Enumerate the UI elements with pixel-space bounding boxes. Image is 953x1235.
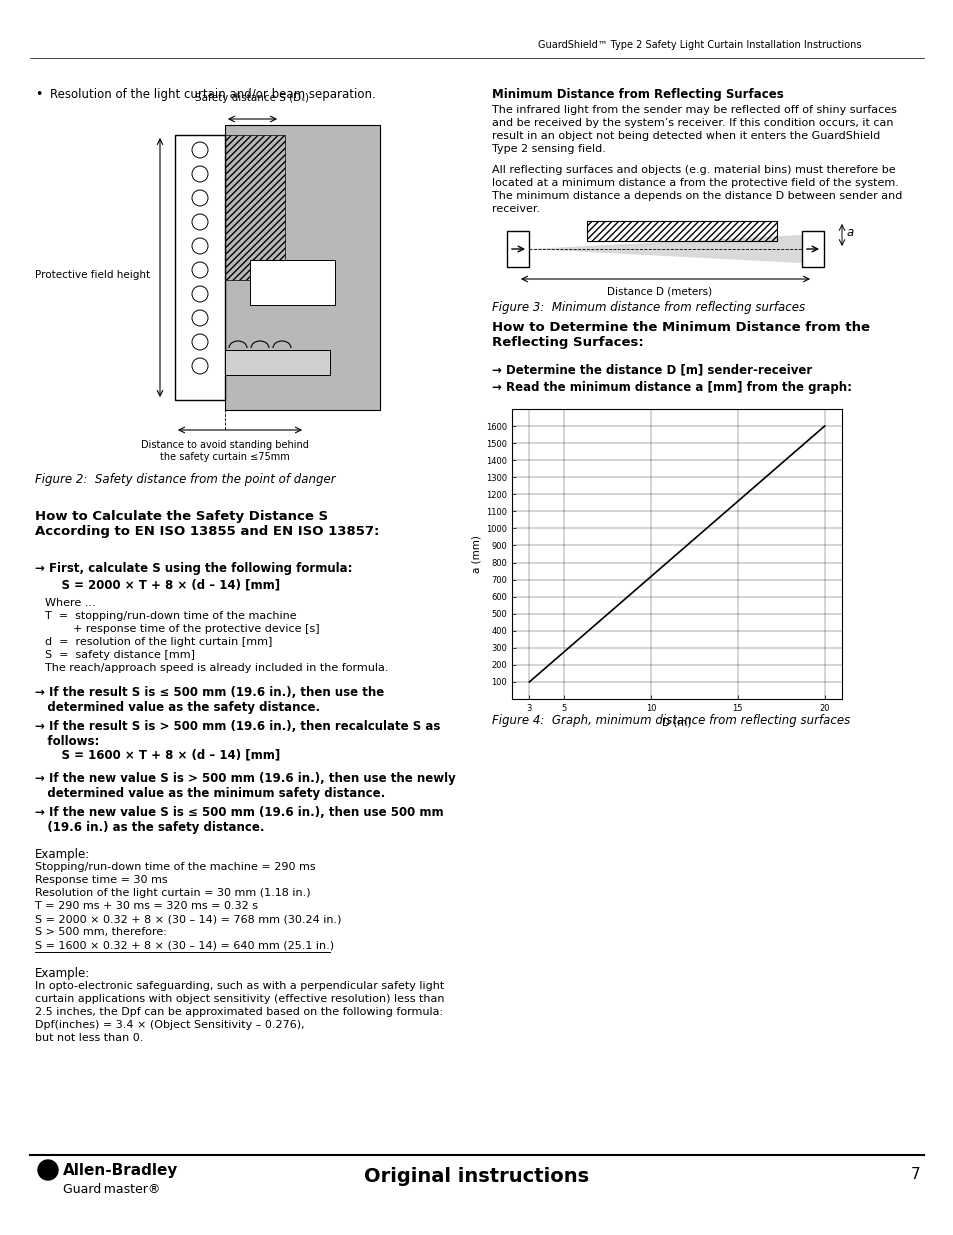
Text: The infrared light from the sender may be reflected off of shiny surfaces: The infrared light from the sender may b… bbox=[492, 105, 896, 115]
Text: curtain applications with object sensitivity (effective resolution) less than: curtain applications with object sensiti… bbox=[35, 994, 444, 1004]
Text: located at a minimum distance a from the protective field of the system.: located at a minimum distance a from the… bbox=[492, 178, 898, 188]
Text: In opto-electronic safeguarding, such as with a perpendicular safety light: In opto-electronic safeguarding, such as… bbox=[35, 981, 444, 990]
Circle shape bbox=[192, 165, 208, 182]
Polygon shape bbox=[250, 261, 335, 305]
Text: → Determine the distance D [m] sender-receiver: → Determine the distance D [m] sender-re… bbox=[492, 363, 811, 375]
Text: All reflecting surfaces and objects (e.g. material bins) must therefore be: All reflecting surfaces and objects (e.g… bbox=[492, 165, 895, 175]
Text: Distance to avoid standing behind
the safety curtain ≤75mm: Distance to avoid standing behind the sa… bbox=[141, 440, 309, 462]
Text: result in an object not being detected when it enters the GuardShield: result in an object not being detected w… bbox=[492, 131, 880, 141]
Text: Type 2 sensing field.: Type 2 sensing field. bbox=[492, 144, 605, 154]
Text: •: • bbox=[35, 88, 42, 101]
Circle shape bbox=[192, 358, 208, 374]
Circle shape bbox=[192, 262, 208, 278]
Text: Response time = 30 ms: Response time = 30 ms bbox=[35, 876, 168, 885]
Text: → If the new value S is ≤ 500 mm (19.6 in.), then use 500 mm
   (19.6 in.) as th: → If the new value S is ≤ 500 mm (19.6 i… bbox=[35, 806, 443, 834]
Text: How to Determine the Minimum Distance from the
Reflecting Surfaces:: How to Determine the Minimum Distance fr… bbox=[492, 321, 869, 350]
Text: AB: AB bbox=[42, 1161, 53, 1171]
Text: → Read the minimum distance a [mm] from the graph:: → Read the minimum distance a [mm] from … bbox=[492, 382, 851, 394]
Text: Where ...: Where ... bbox=[45, 598, 95, 608]
Text: S = 1600 × 0.32 + 8 × (30 – 14) = 640 mm (25.1 in.): S = 1600 × 0.32 + 8 × (30 – 14) = 640 mm… bbox=[35, 940, 334, 950]
Text: GuardShield™ Type 2 Safety Light Curtain Installation Instructions: GuardShield™ Type 2 Safety Light Curtain… bbox=[537, 40, 861, 49]
Polygon shape bbox=[225, 350, 330, 375]
Text: Stopping/run-down time of the machine = 290 ms: Stopping/run-down time of the machine = … bbox=[35, 862, 315, 872]
Text: Resolution of the light curtain and/or beam separation.: Resolution of the light curtain and/or b… bbox=[50, 88, 375, 101]
Text: Original instructions: Original instructions bbox=[364, 1167, 589, 1186]
Text: d  =  resolution of the light curtain [mm]: d = resolution of the light curtain [mm] bbox=[45, 637, 273, 647]
Text: Minimum Distance from Reflecting Surfaces: Minimum Distance from Reflecting Surface… bbox=[492, 88, 783, 101]
Y-axis label: a (mm): a (mm) bbox=[472, 535, 481, 573]
Circle shape bbox=[192, 333, 208, 350]
Circle shape bbox=[38, 1160, 58, 1179]
Text: Guard master®: Guard master® bbox=[63, 1183, 160, 1195]
Text: Protective field height: Protective field height bbox=[35, 270, 150, 280]
Text: S  =  safety distance [mm]: S = safety distance [mm] bbox=[45, 650, 194, 659]
Text: Resolution of the light curtain = 30 mm (1.18 in.): Resolution of the light curtain = 30 mm … bbox=[35, 888, 311, 898]
Text: → If the result S is > 500 mm (19.6 in.), then recalculate S as
   follows:: → If the result S is > 500 mm (19.6 in.)… bbox=[35, 720, 440, 748]
Polygon shape bbox=[529, 235, 801, 263]
Text: Allen-Bradley: Allen-Bradley bbox=[63, 1163, 178, 1178]
Text: T  =  stopping/run-down time of the machine: T = stopping/run-down time of the machin… bbox=[45, 611, 296, 621]
Polygon shape bbox=[801, 231, 823, 267]
Text: but not less than 0.: but not less than 0. bbox=[35, 1032, 143, 1044]
Text: 7: 7 bbox=[909, 1167, 919, 1182]
Text: Distance D (meters): Distance D (meters) bbox=[607, 287, 712, 296]
Text: Example:: Example: bbox=[35, 848, 91, 861]
Text: → First, calculate S using the following formula:: → First, calculate S using the following… bbox=[35, 562, 352, 576]
Text: → If the new value S is > 500 mm (19.6 in.), then use the newly
   determined va: → If the new value S is > 500 mm (19.6 i… bbox=[35, 772, 456, 800]
Text: + response time of the protective device [s]: + response time of the protective device… bbox=[45, 624, 319, 634]
Circle shape bbox=[192, 238, 208, 254]
Circle shape bbox=[192, 142, 208, 158]
Text: S = 2000 × T + 8 × (d – 14) [mm]: S = 2000 × T + 8 × (d – 14) [mm] bbox=[45, 578, 280, 592]
Text: → If the result S is ≤ 500 mm (19.6 in.), then use the
   determined value as th: → If the result S is ≤ 500 mm (19.6 in.)… bbox=[35, 685, 384, 714]
Text: Figure 3:  Minimum distance from reflecting surfaces: Figure 3: Minimum distance from reflecti… bbox=[492, 301, 804, 314]
Circle shape bbox=[192, 310, 208, 326]
Circle shape bbox=[192, 214, 208, 230]
Text: The minimum distance a depends on the distance D between sender and: The minimum distance a depends on the di… bbox=[492, 191, 902, 201]
Text: How to Calculate the Safety Distance S
According to EN ISO 13855 and EN ISO 1385: How to Calculate the Safety Distance S A… bbox=[35, 510, 379, 538]
Text: Dpf(inches) = 3.4 × (Object Sensitivity – 0.276),: Dpf(inches) = 3.4 × (Object Sensitivity … bbox=[35, 1020, 304, 1030]
Text: S > 500 mm, therefore:: S > 500 mm, therefore: bbox=[35, 927, 167, 937]
Polygon shape bbox=[174, 135, 225, 400]
Circle shape bbox=[192, 190, 208, 206]
Text: Safety distance S (Dₛ): Safety distance S (Dₛ) bbox=[194, 93, 309, 103]
Text: a: a bbox=[846, 226, 853, 240]
Text: receiver.: receiver. bbox=[492, 204, 539, 214]
Text: S = 1600 × T + 8 × (d – 14) [mm]: S = 1600 × T + 8 × (d – 14) [mm] bbox=[45, 748, 280, 761]
Text: T = 290 ms + 30 ms = 320 ms = 0.32 s: T = 290 ms + 30 ms = 320 ms = 0.32 s bbox=[35, 902, 257, 911]
Polygon shape bbox=[225, 125, 379, 410]
Polygon shape bbox=[506, 231, 529, 267]
X-axis label: D (m): D (m) bbox=[661, 718, 691, 727]
Text: Figure 4:  Graph, minimum distance from reflecting surfaces: Figure 4: Graph, minimum distance from r… bbox=[492, 714, 849, 727]
Text: S = 2000 × 0.32 + 8 × (30 – 14) = 768 mm (30.24 in.): S = 2000 × 0.32 + 8 × (30 – 14) = 768 mm… bbox=[35, 914, 341, 924]
Text: Figure 2:  Safety distance from the point of danger: Figure 2: Safety distance from the point… bbox=[35, 473, 335, 487]
Text: 2.5 inches, the Dpf can be approximated based on the following formula:: 2.5 inches, the Dpf can be approximated … bbox=[35, 1007, 442, 1016]
Text: and be received by the system’s receiver. If this condition occurs, it can: and be received by the system’s receiver… bbox=[492, 119, 893, 128]
Text: The reach/approach speed is already included in the formula.: The reach/approach speed is already incl… bbox=[45, 663, 388, 673]
Text: Example:: Example: bbox=[35, 967, 91, 981]
Circle shape bbox=[192, 287, 208, 303]
Text: Point
of
danger: Point of danger bbox=[274, 266, 309, 298]
